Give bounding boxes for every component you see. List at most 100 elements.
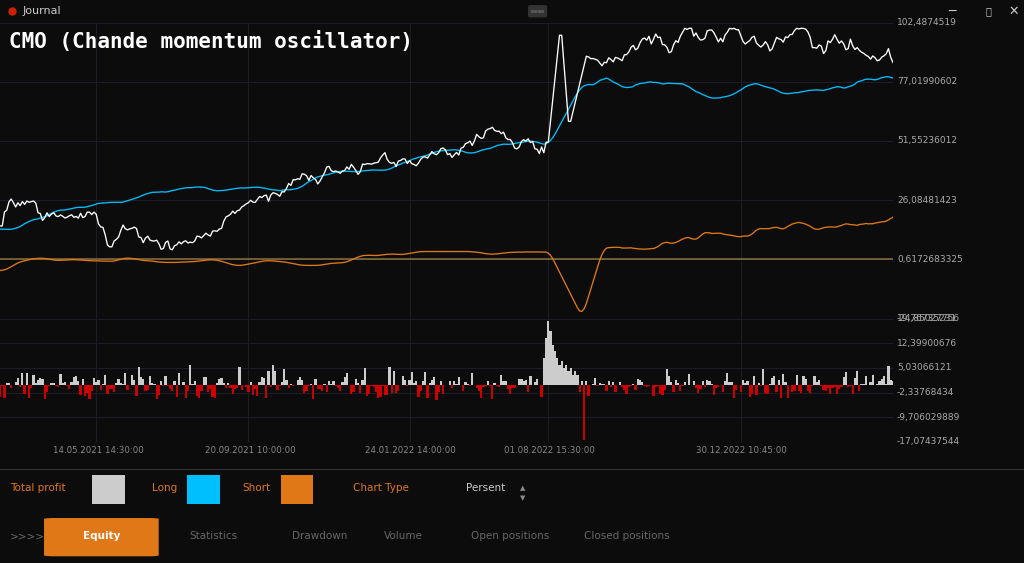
Bar (558, 365, 560, 385)
FancyBboxPatch shape (44, 518, 159, 556)
Bar (339, 385, 341, 391)
Bar (308, 385, 310, 386)
Bar (160, 381, 162, 385)
Bar (171, 385, 173, 391)
Bar (92, 475, 125, 504)
Bar (227, 383, 229, 385)
Bar (274, 372, 276, 385)
Bar (263, 378, 265, 385)
Bar (630, 385, 632, 386)
Bar (205, 377, 207, 385)
Bar (692, 381, 695, 385)
Bar (254, 385, 256, 389)
Bar (429, 383, 431, 385)
Bar (737, 385, 739, 386)
Bar (659, 385, 662, 395)
Bar (858, 385, 860, 391)
Bar (733, 385, 735, 398)
Bar (688, 374, 690, 385)
Bar (560, 361, 563, 385)
Bar (865, 376, 867, 385)
Bar (588, 385, 590, 396)
Bar (379, 385, 382, 397)
Bar (820, 385, 822, 386)
Bar (281, 475, 313, 504)
Bar (652, 385, 654, 396)
Bar (113, 385, 116, 392)
Bar (122, 384, 124, 385)
Bar (144, 385, 146, 391)
Bar (14, 382, 16, 385)
Bar (711, 384, 713, 385)
Text: 0,6172683325: 0,6172683325 (897, 255, 963, 264)
Text: 14.05.2021 14:30:00: 14.05.2021 14:30:00 (53, 446, 143, 455)
Bar (632, 384, 635, 385)
Bar (777, 380, 780, 385)
Bar (792, 385, 794, 392)
Bar (822, 385, 824, 390)
Bar (648, 385, 650, 386)
Bar (286, 380, 288, 385)
Bar (162, 385, 165, 386)
Bar (265, 385, 267, 398)
Bar (520, 379, 522, 385)
Bar (838, 385, 841, 389)
Text: Statistics: Statistics (189, 531, 238, 541)
Bar (467, 384, 469, 385)
Bar (498, 385, 500, 387)
Bar (126, 385, 129, 390)
Bar (322, 385, 324, 391)
Bar (366, 385, 369, 396)
Bar (173, 381, 176, 385)
Bar (118, 379, 120, 385)
Bar (269, 385, 272, 387)
Bar (583, 385, 585, 440)
Bar (156, 385, 158, 399)
Bar (239, 367, 241, 385)
Bar (728, 382, 731, 385)
Bar (39, 378, 41, 385)
Bar (167, 385, 169, 386)
Bar (371, 385, 373, 386)
Bar (511, 385, 514, 387)
Bar (758, 383, 760, 385)
Bar (73, 377, 75, 385)
Bar (764, 385, 767, 393)
Bar (482, 385, 484, 387)
Text: -24,85027756: -24,85027756 (897, 314, 961, 323)
Bar (16, 378, 19, 385)
Bar (292, 385, 294, 386)
Bar (464, 382, 467, 385)
Bar (184, 385, 186, 398)
Bar (377, 385, 379, 398)
Bar (581, 381, 583, 385)
Bar (545, 338, 547, 385)
Text: 26,08481423: 26,08481423 (897, 196, 956, 205)
Bar (209, 385, 212, 389)
Bar (212, 385, 214, 397)
Bar (46, 385, 48, 392)
Bar (350, 385, 352, 394)
Bar (397, 385, 399, 391)
Bar (664, 385, 666, 390)
Bar (843, 377, 845, 385)
Bar (715, 385, 717, 388)
Bar (849, 385, 852, 386)
Bar (237, 385, 239, 388)
Bar (439, 381, 442, 385)
Text: ▬▬: ▬▬ (529, 7, 546, 16)
Bar (571, 375, 574, 385)
Bar (679, 385, 681, 391)
Bar (201, 385, 203, 391)
Bar (364, 368, 366, 385)
Bar (158, 385, 160, 395)
Bar (818, 380, 820, 385)
Bar (411, 372, 413, 385)
Bar (343, 377, 346, 385)
Bar (454, 381, 456, 385)
Bar (518, 379, 520, 385)
Bar (579, 385, 581, 392)
Bar (135, 385, 137, 396)
Bar (869, 382, 871, 385)
Bar (75, 376, 77, 385)
